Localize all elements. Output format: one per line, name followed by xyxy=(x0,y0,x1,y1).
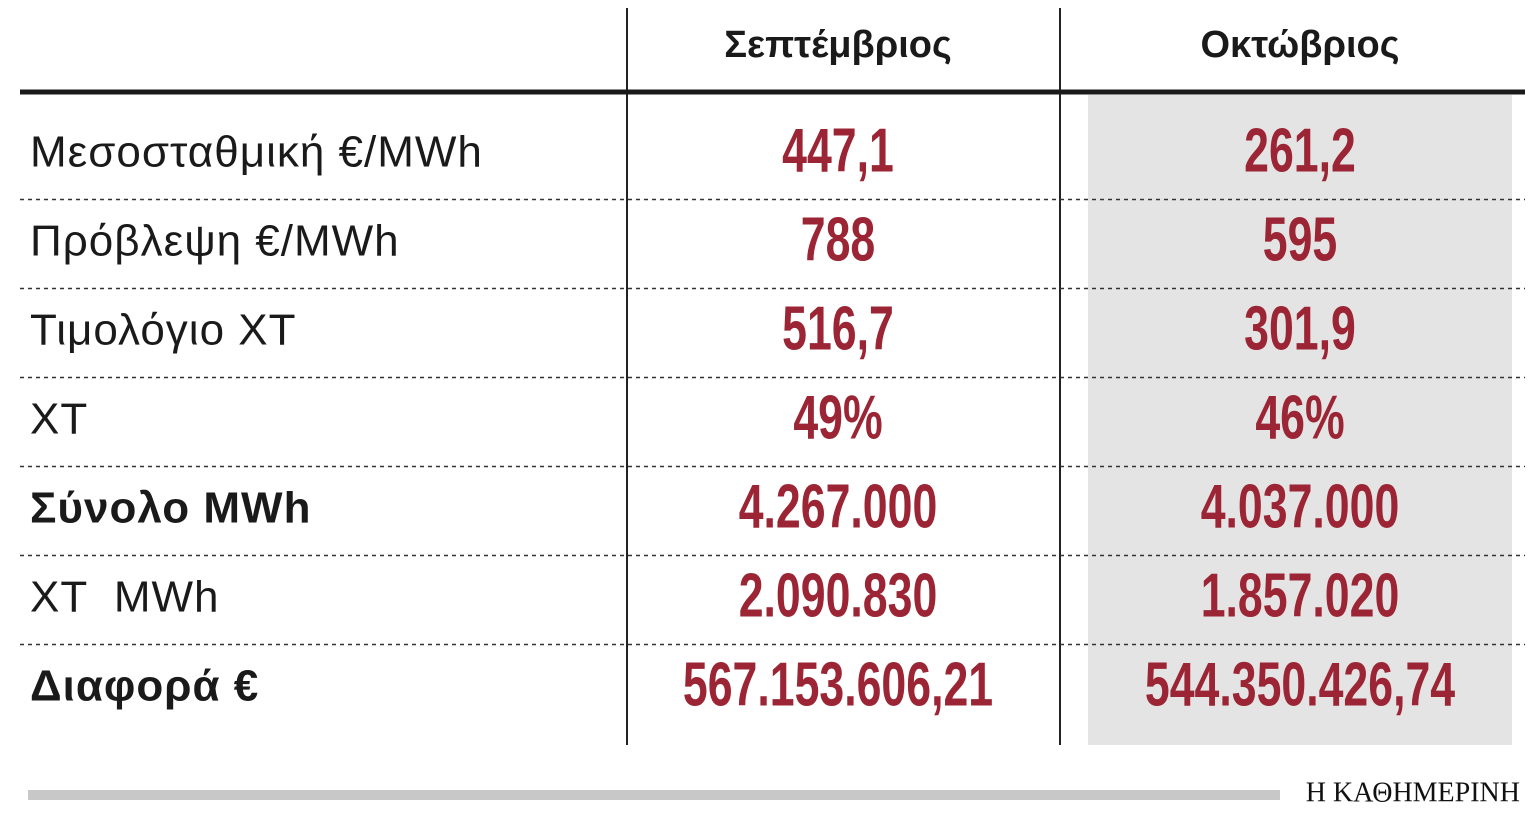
row-label: ΧΤ xyxy=(30,395,88,444)
row-label: Διαφορά € xyxy=(30,662,259,711)
cell-value: 1.857.020 xyxy=(1201,561,1400,630)
value-cell: 595 xyxy=(1263,205,1337,274)
source-logo: Η ΚΑΘΗΜΕΡΙΝΗ xyxy=(1306,777,1520,808)
cell-value: 788 xyxy=(801,205,875,274)
value-cell: 544.350.426,74 xyxy=(1145,650,1455,719)
row-label: ΧΤ MWh xyxy=(30,573,220,622)
value-cell: 1.857.020 xyxy=(1201,561,1400,630)
value-cell: 301,9 xyxy=(1244,294,1356,363)
value-cell: 788 xyxy=(801,205,875,274)
value-cell: 567.153.606,21 xyxy=(683,650,993,719)
cell-value: 516,7 xyxy=(782,294,894,363)
value-cell: 49% xyxy=(793,383,882,452)
cell-value: 4.267.000 xyxy=(739,472,938,541)
value-cell: 516,7 xyxy=(782,294,894,363)
row-label: Μεσοσταθμική €/MWh xyxy=(30,128,483,177)
cell-value: 261,2 xyxy=(1244,116,1356,185)
row-label: Τιμολόγιο ΧΤ xyxy=(30,306,297,355)
value-cell: 447,1 xyxy=(782,116,894,185)
column-header: Σεπτέμβριος xyxy=(724,24,952,66)
cell-value: 49% xyxy=(793,383,882,452)
footer-bar xyxy=(28,790,1280,800)
cell-value: 301,9 xyxy=(1244,294,1356,363)
value-cell: 2.090.830 xyxy=(739,561,938,630)
cell-value: 595 xyxy=(1263,205,1337,274)
cell-value: 567.153.606,21 xyxy=(683,650,993,719)
row-label: Πρόβλεψη €/MWh xyxy=(30,217,400,266)
cell-value: 447,1 xyxy=(782,116,894,185)
highlight-column xyxy=(1088,95,1512,745)
cell-value: 46% xyxy=(1255,383,1344,452)
value-cell: 261,2 xyxy=(1244,116,1356,185)
value-cell: 4.037.000 xyxy=(1201,472,1400,541)
column-header: Οκτώβριος xyxy=(1201,24,1400,66)
row-label: Σύνολο MWh xyxy=(30,484,311,533)
cell-value: 544.350.426,74 xyxy=(1145,650,1455,719)
cell-value: 2.090.830 xyxy=(739,561,938,630)
value-cell: 46% xyxy=(1255,383,1344,452)
value-cell: 4.267.000 xyxy=(739,472,938,541)
cell-value: 4.037.000 xyxy=(1201,472,1400,541)
